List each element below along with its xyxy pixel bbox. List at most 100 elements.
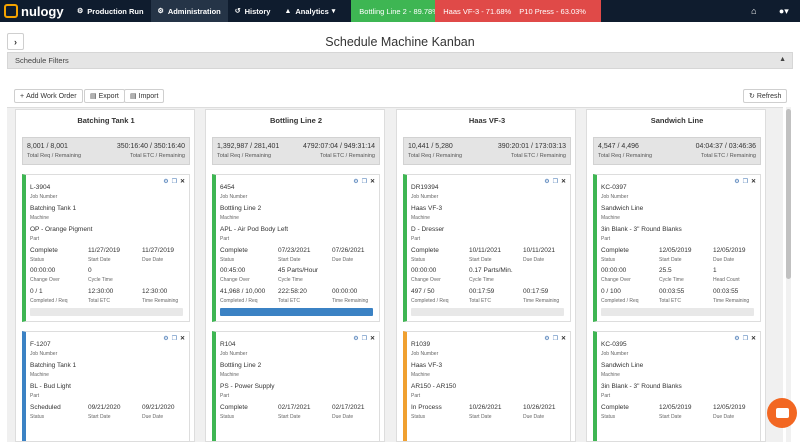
- nav-analytics[interactable]: ▲ Analytics ▾: [277, 0, 342, 22]
- close-icon[interactable]: ✕: [179, 179, 185, 185]
- time-remaining-value: 00:17:59: [523, 288, 549, 295]
- progress-bar: [30, 308, 183, 316]
- close-icon[interactable]: ✕: [179, 336, 185, 342]
- machine-name: Bottling Line 2: [220, 205, 262, 212]
- start-date-label: Start Date: [469, 257, 492, 263]
- total-req-remaining-value: 8,001 / 8,001: [27, 143, 68, 150]
- work-order-card[interactable]: ⚙ ❐ ✕ DR19394 Job Number Haas VF-3 Machine D - …: [403, 174, 571, 322]
- nav-history[interactable]: ↺ History: [228, 0, 278, 22]
- close-icon[interactable]: ✕: [560, 179, 566, 185]
- user-icon[interactable]: ●▾: [778, 5, 789, 16]
- copy-icon[interactable]: ❐: [171, 179, 177, 185]
- total-etc-value: 222:58:20: [278, 288, 307, 295]
- settings-icon[interactable]: ⚙: [734, 179, 740, 185]
- settings-icon[interactable]: ⚙: [734, 336, 740, 342]
- close-icon[interactable]: ✕: [560, 336, 566, 342]
- start-date-value: 07/23/2021: [278, 247, 311, 254]
- close-icon[interactable]: ✕: [750, 336, 756, 342]
- part-label: Part: [30, 236, 40, 242]
- import-button[interactable]: ▤ Import: [124, 89, 165, 103]
- copy-icon[interactable]: ❐: [742, 179, 748, 185]
- expand-sidebar-button[interactable]: ›: [7, 33, 24, 50]
- scrollbar-thumb[interactable]: [786, 109, 791, 279]
- column-summary: 8,001 / 8,001 Total Req / Remaining 350:16…: [22, 137, 190, 165]
- status-value: Complete: [220, 247, 248, 254]
- status-label: Status: [30, 257, 45, 263]
- machine-label: Machine: [601, 215, 620, 221]
- chat-widget-button[interactable]: [767, 398, 797, 428]
- caret-up-icon[interactable]: ▲: [779, 56, 786, 63]
- status-label: Status: [220, 257, 235, 263]
- export-button[interactable]: ▤ Export: [84, 89, 125, 103]
- completed-req-value: 0 / 1: [30, 288, 43, 295]
- board-scrollbar[interactable]: [786, 107, 791, 442]
- work-order-card[interactable]: ⚙ ❐ ✕ KC-0397 Job Number Sandwich Line Machine…: [593, 174, 761, 322]
- part-name: 3in Blank - 3" Round Blanks: [601, 383, 682, 390]
- start-date-label: Start Date: [88, 414, 111, 420]
- machine-name: Sandwich Line: [601, 362, 644, 369]
- status-line-press[interactable]: P10 Press - 63.03%: [511, 0, 602, 22]
- add-work-order-button[interactable]: + Add Work Order: [14, 89, 83, 103]
- part-label: Part: [411, 393, 421, 399]
- start-date-value: 10/11/2021: [469, 247, 502, 254]
- copy-icon[interactable]: ❐: [171, 336, 177, 342]
- nav-analytics-label: Analytics: [295, 6, 329, 16]
- work-order-card[interactable]: ⚙ ❐ ✕ R104 Job Number Bottling Line 2 Machine P…: [212, 331, 380, 441]
- copy-icon[interactable]: ❐: [552, 179, 558, 185]
- close-icon[interactable]: ✕: [369, 336, 375, 342]
- work-order-card[interactable]: ⚙ ❐ ✕ 6454 Job Number Bottling Line 2 Machine A…: [212, 174, 380, 322]
- settings-icon[interactable]: ⚙: [353, 179, 359, 185]
- settings-icon[interactable]: ⚙: [163, 336, 169, 342]
- total-etc-label: Total ETC: [278, 298, 300, 304]
- refresh-button[interactable]: ↻ Refresh: [743, 89, 788, 103]
- status-line-bottling[interactable]: Bottling Line 2 - 89.78%: [351, 0, 439, 22]
- status-label: Status: [220, 414, 235, 420]
- settings-icon[interactable]: ⚙: [163, 179, 169, 185]
- nav-administration-label: Administration: [167, 6, 221, 16]
- time-remaining-label: Time Remaining: [142, 298, 179, 304]
- total-etc-label: Total ETC: [659, 298, 681, 304]
- start-date-label: Start Date: [278, 257, 301, 263]
- machine-name: Bottling Line 2: [220, 362, 262, 369]
- copy-icon[interactable]: ❐: [361, 336, 367, 342]
- top-nav-bar: nulogy ⚙ Production Run ⚙ Administration ↺…: [0, 0, 800, 22]
- job-number-label: Job Number: [30, 194, 58, 200]
- job-number-label: Job Number: [601, 194, 629, 200]
- nav-administration[interactable]: ⚙ Administration: [150, 0, 228, 22]
- start-date-label: Start Date: [659, 257, 682, 263]
- work-order-card[interactable]: ⚙ ❐ ✕ L-3904 Job Number Batching Tank 1 Machin…: [22, 174, 190, 322]
- nulogy-logo[interactable]: nulogy: [0, 0, 70, 22]
- close-icon[interactable]: ✕: [369, 179, 375, 185]
- nav-production-run[interactable]: ⚙ Production Run: [70, 0, 151, 22]
- start-date-value: 11/27/2019: [88, 247, 121, 254]
- work-order-card[interactable]: ⚙ ❐ ✕ KC-0395 Job Number Sandwich Line Machine…: [593, 331, 761, 441]
- copy-icon[interactable]: ❐: [552, 336, 558, 342]
- part-label: Part: [30, 393, 40, 399]
- add-work-order-label: Add Work Order: [26, 92, 77, 100]
- copy-icon[interactable]: ❐: [742, 336, 748, 342]
- close-icon[interactable]: ✕: [750, 179, 756, 185]
- settings-icon[interactable]: ⚙: [544, 336, 550, 342]
- total-etc-remaining-label: Total ETC / Remaining: [129, 153, 185, 159]
- due-date-value: 12/05/2019: [713, 404, 746, 411]
- job-number-label: Job Number: [220, 194, 248, 200]
- schedule-filters-bar[interactable]: Schedule Filters ▲: [7, 52, 793, 69]
- settings-icon[interactable]: ⚙: [544, 179, 550, 185]
- copy-icon[interactable]: ❐: [361, 179, 367, 185]
- home-icon[interactable]: ⌂: [751, 6, 757, 16]
- work-order-card[interactable]: ⚙ ❐ ✕ R1039 Job Number Haas VF-3 Machine AR150 …: [403, 331, 571, 441]
- start-date-label: Start Date: [659, 414, 682, 420]
- completed-req-label: Completed / Req: [411, 298, 449, 304]
- status-line-haas[interactable]: Haas VF-3 - 71.68%: [435, 0, 512, 22]
- total-etc-value: 00:03:55: [659, 288, 685, 295]
- schedule-filters-label: Schedule Filters: [15, 56, 69, 65]
- chart-icon: ▲: [284, 7, 292, 15]
- settings-icon[interactable]: ⚙: [353, 336, 359, 342]
- time-remaining-label: Time Remaining: [713, 298, 750, 304]
- work-order-card[interactable]: ⚙ ❐ ✕ F-1207 Job Number Batching Tank 1 Machin…: [22, 331, 190, 441]
- nav-history-label: History: [244, 6, 271, 16]
- part-label: Part: [601, 236, 611, 242]
- status-value: Complete: [601, 404, 629, 411]
- total-etc-remaining-value: 350:16:40 / 350:16:40: [116, 143, 185, 150]
- cycle-time-value: 0: [88, 267, 92, 274]
